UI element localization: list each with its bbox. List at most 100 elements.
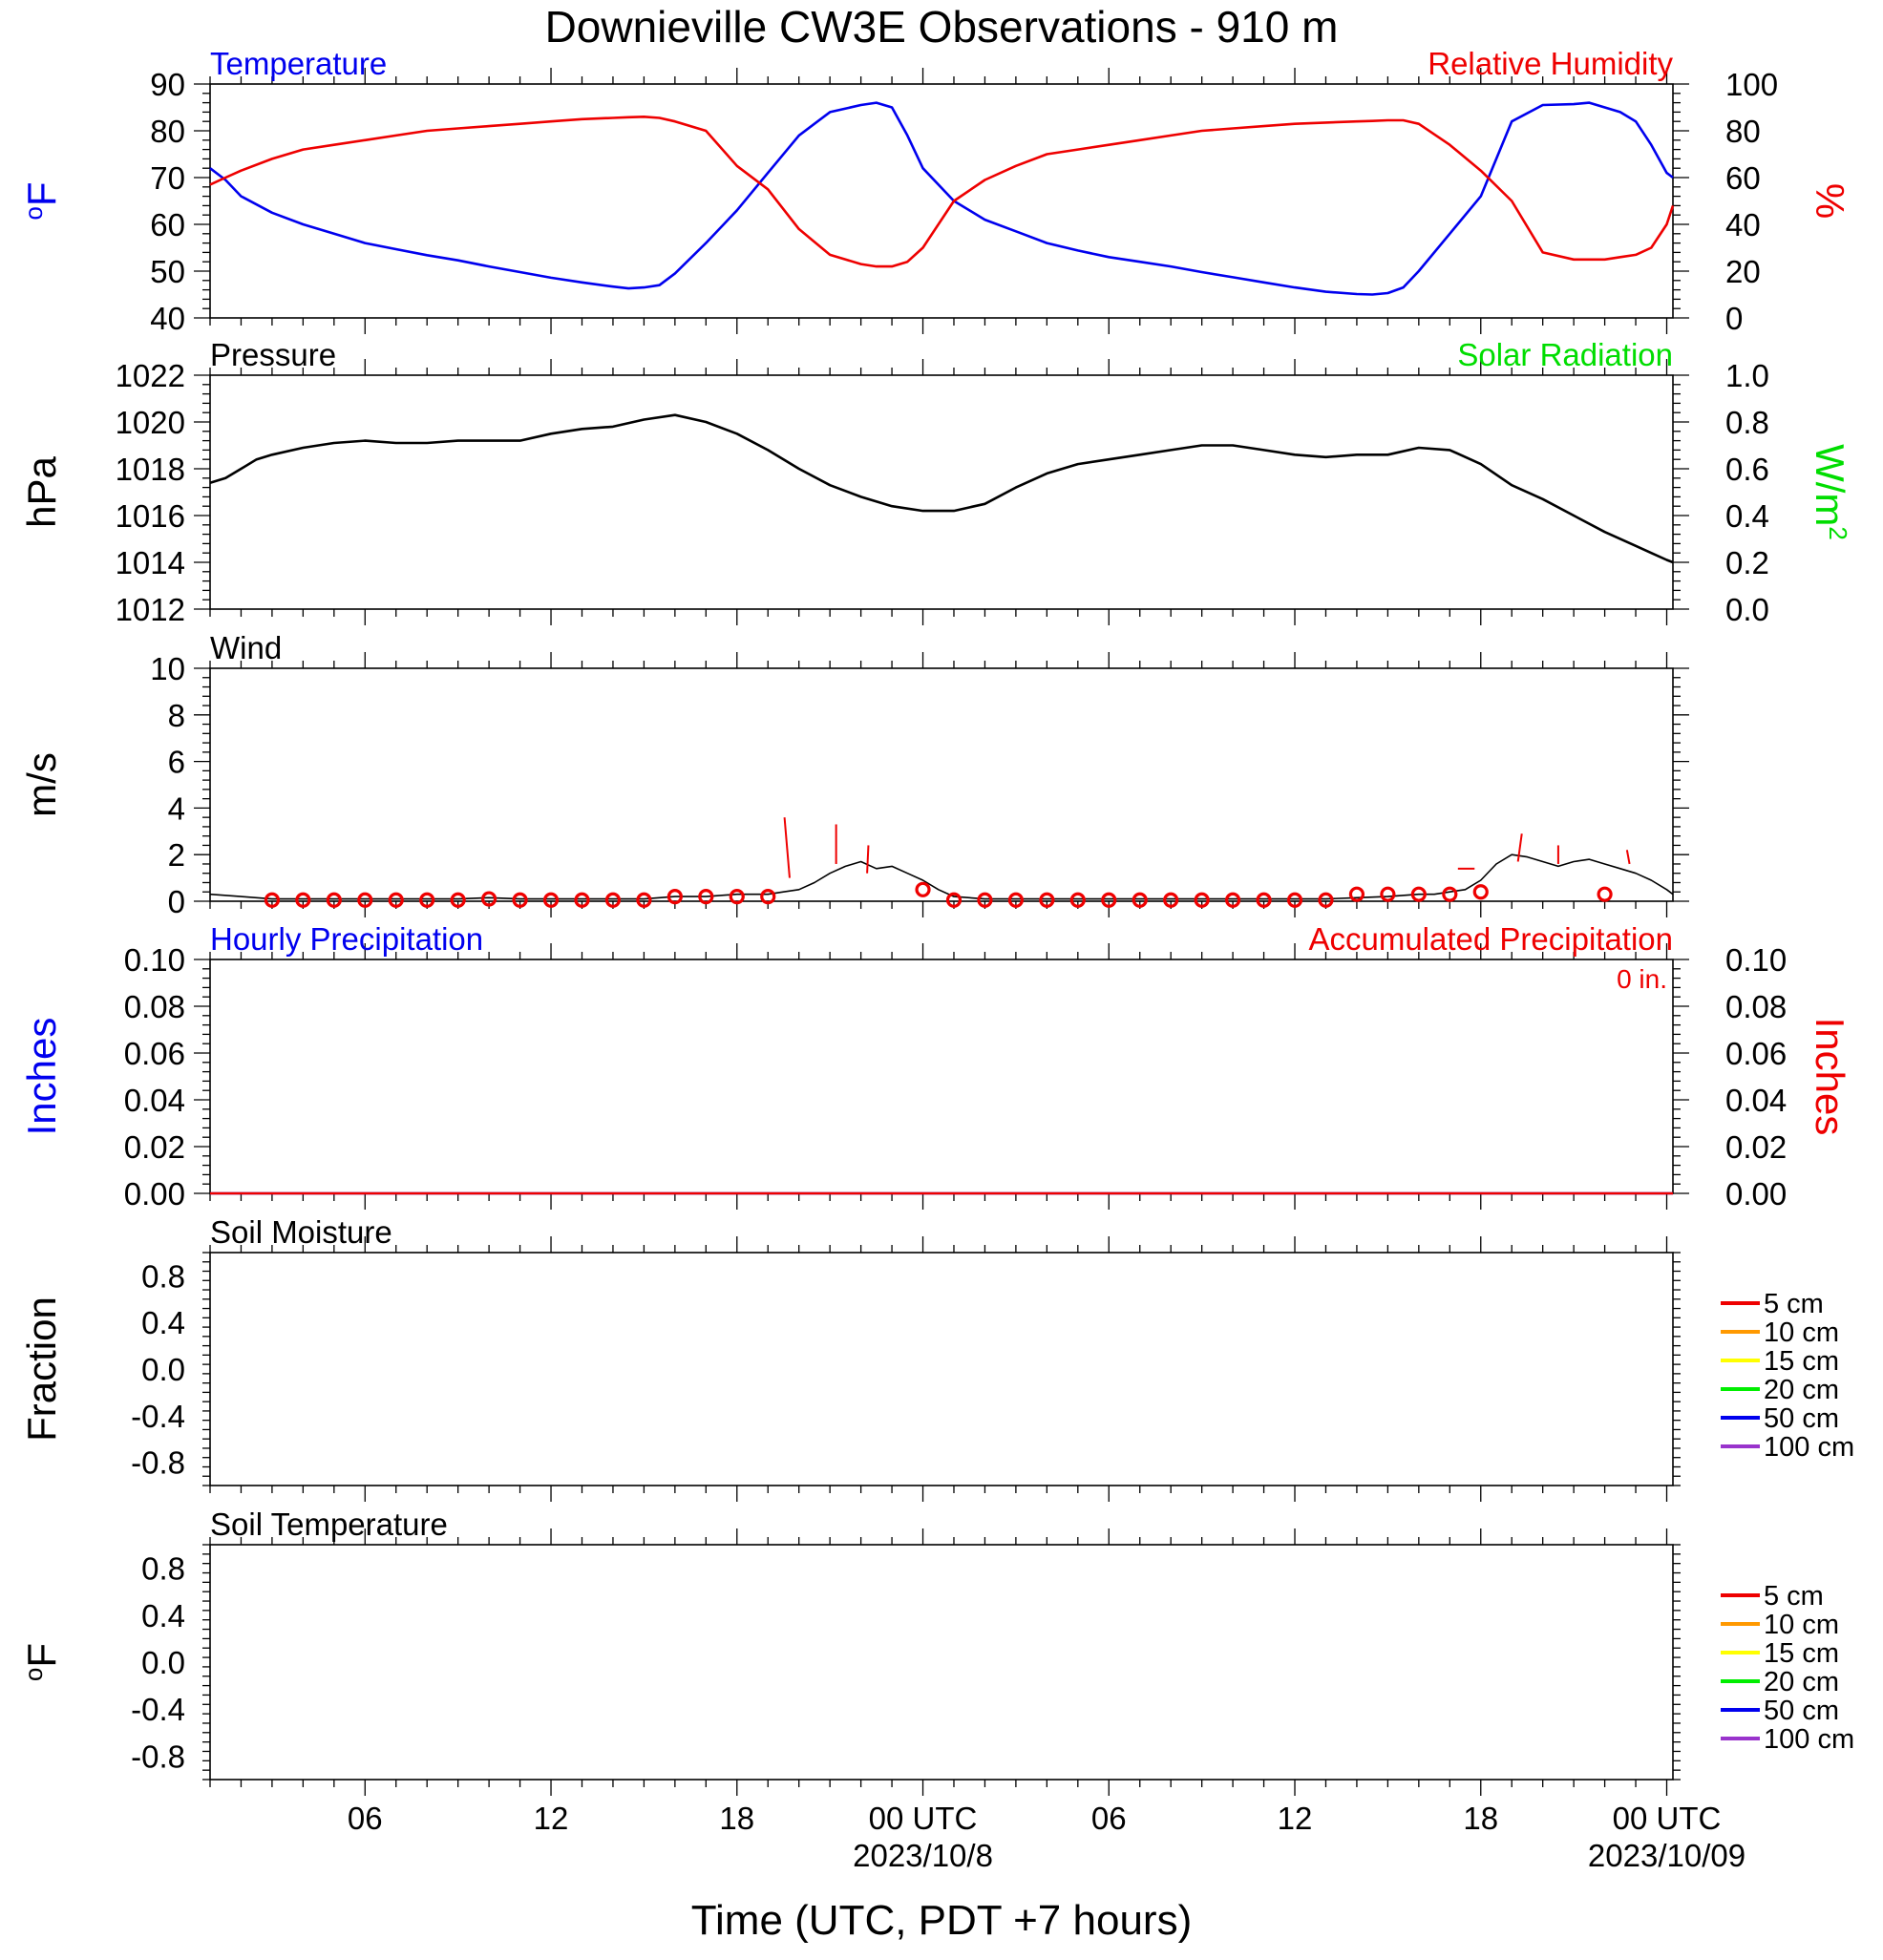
wind-hourly-marker — [295, 892, 311, 908]
legend-label: 50 cm — [1764, 1403, 1839, 1434]
wind-hourly-marker — [698, 889, 714, 905]
wind-direction-barb — [1625, 850, 1631, 865]
x-tick-label: 18 — [719, 1801, 754, 1836]
wind-hourly-marker — [729, 889, 745, 905]
legend-label: 50 cm — [1764, 1696, 1839, 1726]
y-right-tick-label: 0 — [1725, 301, 1743, 336]
wind-hourly-marker — [1132, 892, 1148, 908]
degree-sign: o — [19, 1668, 48, 1681]
y-right-tick-label: 0.04 — [1725, 1083, 1787, 1118]
y-tick-label: 60 — [150, 207, 185, 242]
y-tick-label: 2 — [168, 837, 185, 873]
plot-frame — [209, 374, 1674, 610]
y-tick-label: 0.04 — [124, 1083, 185, 1118]
y-right-tick-label: 0.0 — [1725, 592, 1769, 627]
panel-left-title: Temperature — [210, 46, 387, 81]
wind-hourly-marker — [977, 892, 993, 908]
x-tick-label: 12 — [1278, 1801, 1313, 1836]
plot-frame — [209, 83, 1674, 319]
y-right-tick-label: 0.10 — [1725, 942, 1787, 978]
y-axis-title-left: Inches — [19, 1018, 64, 1136]
y-tick-label: 8 — [168, 698, 185, 733]
y-tick-label: 6 — [168, 745, 185, 780]
wind-direction-barb — [1516, 833, 1523, 862]
x-tick-label: 12 — [534, 1801, 569, 1836]
y-right-tick-label: 0.8 — [1725, 405, 1769, 440]
y-right-tick-label: 0.6 — [1725, 452, 1769, 487]
panel-precipitation: 0.00 0.02 0.04 0.06 0.08 0.10 0.00 0.02 0.04 0.06… — [19, 921, 1852, 1212]
wind-hourly-marker — [419, 892, 435, 908]
y-tick-label: 0.0 — [141, 1645, 185, 1680]
panel-right-title: Accumulated Precipitation — [1308, 921, 1673, 957]
legend-label: 10 cm — [1764, 1610, 1839, 1640]
wind-direction-barb — [866, 845, 870, 874]
x-tick-label: 06 — [348, 1801, 383, 1836]
legend-label: 5 cm — [1764, 1581, 1824, 1612]
wind-hourly-marker — [1007, 892, 1024, 908]
panel-left-title: Soil Temperature — [210, 1507, 448, 1542]
plot-frame — [209, 1252, 1674, 1486]
unit-exponent: 2 — [1824, 526, 1852, 539]
legend-label: 100 cm — [1764, 1432, 1854, 1463]
y-tick-label: -0.4 — [131, 1399, 185, 1434]
legend-label: 15 cm — [1764, 1346, 1839, 1377]
y-right-tick-label: 60 — [1725, 160, 1761, 196]
y-axis-title-right: W/m2 — [1808, 444, 1852, 540]
y-tick-label: 0 — [168, 884, 185, 919]
panel-wind: 0 2 4 6 8 10 Wind m/s — [19, 630, 1689, 919]
series-line-relative-humidity — [209, 116, 1675, 268]
y-tick-label: -0.8 — [131, 1739, 185, 1774]
x-tick-label: 06 — [1091, 1801, 1127, 1836]
y-tick-label: 0.4 — [141, 1598, 185, 1633]
x-tick-label: 00 UTC — [869, 1801, 978, 1836]
y-right-tick-label: 0.4 — [1725, 498, 1769, 534]
legend-label: 20 cm — [1764, 1375, 1839, 1405]
x-axis-title: Time (UTC, PDT +7 hours) — [691, 1897, 1192, 1944]
wind-hourly-marker — [326, 892, 342, 908]
plot-frame — [209, 959, 1674, 1194]
wind-hourly-marker — [915, 881, 931, 897]
y-right-tick-label: 100 — [1725, 67, 1778, 102]
wind-hourly-marker — [481, 891, 497, 907]
y-right-tick-label: 40 — [1725, 207, 1761, 242]
y-right-tick-label: 0.02 — [1725, 1129, 1787, 1165]
unit-base: W/m — [1808, 444, 1852, 526]
y-axis-title-right: Inches — [1808, 1018, 1852, 1136]
panel-left-title: Soil Moisture — [210, 1214, 392, 1250]
y-axis-title-right: % — [1808, 183, 1852, 219]
wind-hourly-marker — [388, 892, 404, 908]
y-tick-label: 0.02 — [124, 1129, 185, 1165]
panel-right-title: Relative Humidity — [1428, 46, 1673, 81]
y-tick-label: 0.00 — [124, 1176, 185, 1212]
legend-label: 15 cm — [1764, 1638, 1839, 1669]
y-tick-label: 0.4 — [141, 1305, 185, 1340]
x-tick-label: 18 — [1463, 1801, 1498, 1836]
wind-hourly-marker — [1472, 884, 1489, 900]
series-line-pressure — [209, 413, 1674, 564]
y-axis-title-left: oF — [19, 181, 64, 220]
y-right-tick-label: 20 — [1725, 254, 1761, 289]
y-tick-label: 0.8 — [141, 1258, 185, 1294]
panel-left-title: Hourly Precipitation — [210, 921, 483, 957]
wind-hourly-marker — [1069, 892, 1086, 908]
legend-label: 20 cm — [1764, 1667, 1839, 1697]
wind-hourly-marker — [357, 892, 373, 908]
legend-label: 10 cm — [1764, 1317, 1839, 1348]
wind-hourly-marker — [264, 892, 281, 908]
wind-hourly-marker — [1039, 892, 1055, 908]
wind-hourly-marker — [1597, 886, 1613, 902]
y-tick-label: 1022 — [116, 358, 185, 393]
y-axis-title-left: Fraction — [19, 1296, 64, 1442]
y-right-tick-label: 0.08 — [1725, 989, 1787, 1024]
y-right-tick-label: 0.06 — [1725, 1036, 1787, 1071]
y-tick-label: 70 — [150, 160, 185, 196]
y-tick-label: 0.10 — [124, 942, 185, 978]
y-tick-label: 90 — [150, 67, 185, 102]
wind-hourly-marker — [604, 892, 622, 908]
wind-hourly-marker — [1256, 892, 1272, 908]
y-tick-label: 0.8 — [141, 1551, 185, 1587]
wind-hourly-marker — [1163, 892, 1179, 908]
y-tick-label: 0.06 — [124, 1036, 185, 1071]
wind-hourly-marker — [636, 892, 652, 908]
